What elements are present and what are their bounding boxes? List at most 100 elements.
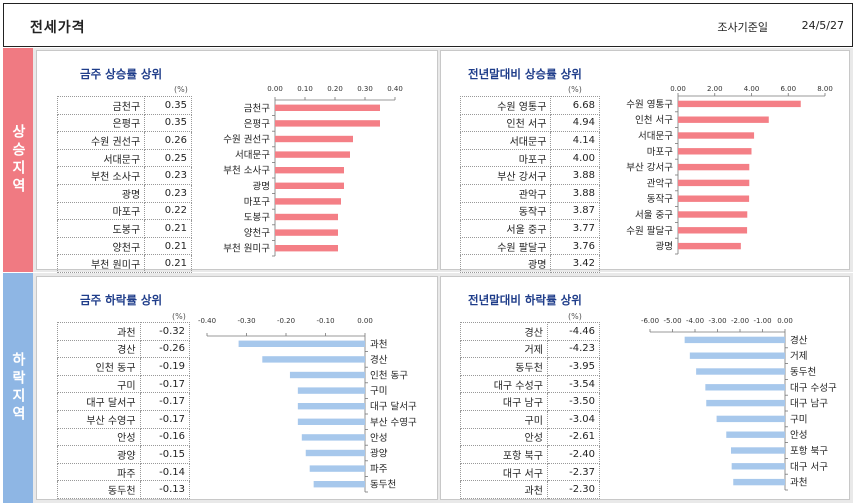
category-label: 금천구 — [244, 103, 270, 114]
table-row: 인천 서구 4.94 — [459, 113, 600, 133]
region-name: 관악구 — [459, 183, 552, 203]
region-name: 부산 강서구 — [459, 166, 552, 185]
category-label: 부산 수영구 — [370, 417, 417, 428]
axis-tick-label: -3.00 — [708, 317, 726, 325]
bar-8 — [731, 447, 785, 454]
table-ytd-down: 경산 -4.46 거제 -4.23 동두천 -3.95 대구 수성구 -3.54 대구 남구 -3… — [460, 322, 601, 499]
axis-tick-label: 0.00 — [357, 317, 373, 325]
bar-9 — [309, 465, 365, 472]
table-row: 서대문구 0.25 — [56, 148, 192, 168]
bar-6 — [716, 415, 785, 423]
region-value: -0.19 — [140, 357, 191, 376]
region-name: 대구 수성구 — [460, 374, 548, 394]
table-row: 마포구 4.00 — [459, 148, 600, 168]
region-name: 포항 북구 — [460, 445, 548, 464]
title-weekly-down: 금주 하락률 상위 — [80, 293, 163, 307]
bar-2 — [678, 116, 769, 123]
page-title: 전세가격 — [30, 20, 86, 36]
table-row: 광명 0.23 — [56, 183, 192, 203]
category-label: 부산 강서구 — [626, 163, 673, 174]
category-label: 파주 — [370, 464, 388, 475]
category-label: 동두천 — [790, 367, 816, 378]
table-row: 대구 서구 -2.37 — [460, 462, 601, 482]
region-name: 대구 남구 — [460, 392, 548, 411]
bar-9 — [678, 227, 748, 234]
table-row: 과천 -2.30 — [460, 480, 601, 499]
region-value: -0.32 — [140, 322, 191, 341]
rising-section-label: 상승지역 — [3, 48, 33, 272]
table-row: 구미 -3.04 — [460, 409, 601, 429]
bar-5 — [678, 163, 750, 171]
region-name: 수원 팔달구 — [459, 236, 552, 256]
table-row: 관악구 3.88 — [459, 183, 600, 203]
axis-tick-label: 0.00 — [267, 85, 283, 93]
table-row: 안성 -2.61 — [460, 427, 601, 447]
region-value: 3.77 — [550, 219, 600, 238]
region-value: -2.40 — [547, 445, 601, 464]
region-name: 안성 — [460, 427, 548, 447]
table-row: 대구 달서구 -0.17 — [57, 392, 191, 411]
axis-tick-label: -1.00 — [753, 317, 771, 325]
region-value: 3.88 — [550, 183, 600, 203]
bar-3 — [696, 368, 785, 375]
table-row: 안성 -0.16 — [57, 427, 191, 447]
region-value: 3.42 — [550, 254, 600, 273]
table-row: 은평구 0.35 — [56, 113, 192, 133]
region-name: 광양 — [57, 445, 141, 464]
table-row: 대구 남구 -3.50 — [460, 392, 601, 411]
table-row: 부천 소사구 0.23 — [56, 166, 192, 185]
region-name: 대구 달서구 — [57, 392, 141, 411]
region-name: 인천 동구 — [57, 357, 141, 376]
region-name: 동작구 — [459, 201, 552, 221]
region-value: 0.26 — [144, 131, 192, 150]
region-name: 마포구 — [459, 148, 552, 168]
bar-3 — [289, 371, 365, 379]
category-label: 동두천 — [370, 480, 396, 491]
axis-tick-label: 0.40 — [387, 85, 403, 93]
table-row: 포항 북구 -2.40 — [460, 445, 601, 464]
table-row: 서대문구 4.14 — [459, 131, 600, 150]
category-label: 포항 북구 — [790, 446, 828, 457]
table-row: 과천 -0.32 — [57, 322, 191, 341]
region-value: -0.17 — [140, 392, 191, 411]
region-name: 경산 — [57, 339, 141, 359]
region-name: 과천 — [57, 322, 141, 341]
category-label: 과천 — [370, 339, 387, 350]
category-label: 구미 — [370, 386, 387, 397]
category-label: 관악구 — [647, 177, 673, 189]
region-name: 안성 — [57, 427, 141, 447]
region-name: 수원 권선구 — [56, 131, 146, 150]
bar-10 — [275, 245, 338, 252]
region-value: -2.61 — [547, 427, 601, 447]
table-row: 동작구 3.87 — [459, 201, 600, 221]
bar-7 — [726, 431, 785, 438]
bar-8 — [678, 211, 748, 218]
bar-9 — [731, 463, 785, 470]
category-label: 광양 — [370, 448, 388, 460]
table-row: 수원 영통구 6.68 — [459, 96, 600, 115]
axis-tick-label: -0.40 — [198, 317, 216, 325]
table-row: 광양 -0.15 — [57, 445, 191, 464]
axis-tick-label: 0.20 — [327, 85, 343, 93]
table-row: 부산 강서구 3.88 — [459, 166, 600, 185]
category-label: 과천 — [790, 478, 807, 489]
region-value: -0.13 — [140, 480, 191, 499]
bar-7 — [678, 195, 750, 202]
axis-tick-label: -2.00 — [731, 317, 749, 325]
region-value: -2.30 — [547, 480, 601, 499]
category-label: 서대문구 — [235, 150, 270, 161]
category-label: 안성 — [790, 430, 807, 441]
axis-tick-label: -6.00 — [641, 317, 659, 325]
region-value: 0.21 — [144, 254, 192, 273]
region-value: 4.00 — [550, 148, 600, 168]
table-row: 도봉구 0.21 — [56, 219, 192, 238]
category-label: 수원 영통구 — [626, 99, 673, 110]
unit-weekly-down: (%) — [172, 312, 186, 321]
region-value: 4.94 — [550, 113, 600, 133]
table-row: 수원 팔달구 3.76 — [459, 236, 600, 256]
bar-8 — [305, 449, 365, 457]
region-value: 0.23 — [144, 166, 192, 185]
category-label: 구미 — [790, 414, 807, 425]
bar-2 — [262, 356, 365, 363]
